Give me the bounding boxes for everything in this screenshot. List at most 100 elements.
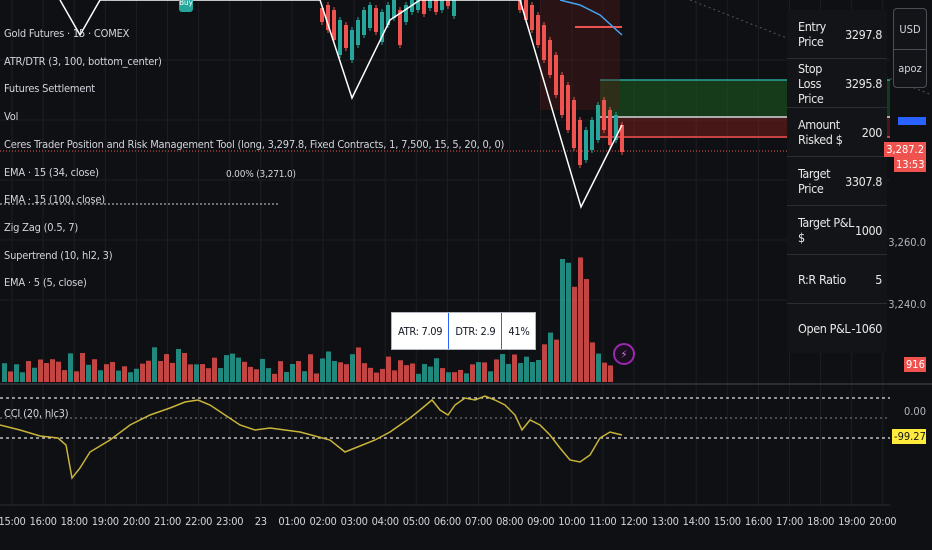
volume-bar <box>356 347 361 382</box>
position-row: Amount Risked $ 200 <box>787 108 887 157</box>
time-label: 17:00 <box>775 515 804 528</box>
ema-line <box>559 0 623 36</box>
candle-body <box>404 5 408 22</box>
legend-ema-34[interactable]: EMA · 15 (34, close) <box>4 166 99 179</box>
volume-bar <box>398 360 403 382</box>
time-label: 19:00 <box>91 515 119 528</box>
legend-futures-settlement[interactable]: Futures Settlement <box>4 82 95 95</box>
volume-bar <box>482 362 487 382</box>
legend-ema-5[interactable]: EMA · 5 (5, close) <box>4 276 87 289</box>
position-row-label: Target Price <box>798 166 831 196</box>
volume-bar <box>128 372 133 382</box>
time-label: 15:00 <box>0 515 26 528</box>
time-label: 23:00 <box>216 515 244 528</box>
time-label: 13:00 <box>651 515 679 528</box>
volume-bar <box>80 352 85 382</box>
volume-bar <box>158 361 163 382</box>
volume-bar <box>314 373 319 382</box>
volume-bar <box>74 371 79 382</box>
unit-label[interactable]: apoz <box>898 62 922 75</box>
volume-bar <box>32 367 37 382</box>
legend-ceres-tool[interactable]: Ceres Trader Position and Risk Managemen… <box>4 138 505 151</box>
candle-body <box>350 30 354 60</box>
legend-supertrend[interactable]: Supertrend (10, hl2, 3) <box>4 249 113 262</box>
position-row-label: Amount Risked $ <box>798 117 843 147</box>
volume-bar <box>308 354 313 382</box>
legend-zigzag[interactable]: Zig Zag (0.5, 7) <box>4 221 79 234</box>
volume-bar <box>494 359 499 382</box>
candle-body <box>398 10 402 45</box>
candle-body <box>566 85 570 130</box>
time-label: 20:00 <box>869 515 897 528</box>
volume-bar <box>488 371 493 382</box>
candle-body <box>524 0 528 20</box>
time-label: 04:00 <box>371 515 399 528</box>
position-zones <box>540 0 890 138</box>
legend-vol[interactable]: Vol <box>4 110 19 123</box>
volume-bar <box>218 368 223 382</box>
volume-bar <box>290 363 295 382</box>
volume-bar <box>140 363 145 382</box>
time-label: 12:00 <box>620 515 648 528</box>
entry-price-marker <box>898 117 926 125</box>
position-row-label: R:R Ratio <box>798 271 846 287</box>
position-risk-table: Entry Price 3297.8 Stop Loss Price 3295.8 Am… <box>787 10 887 353</box>
volume-bar <box>524 356 529 382</box>
volume-bars <box>2 257 613 382</box>
countdown-tag: 13:53 <box>894 157 926 172</box>
lightning-icon[interactable]: ⚡ <box>613 343 635 365</box>
volume-bar <box>428 366 433 382</box>
volume-bar <box>320 358 325 382</box>
volume-bar <box>110 361 115 382</box>
volume-bar <box>386 356 391 382</box>
legend-symbol[interactable]: Gold Futures · 15 · COMEX <box>4 27 130 40</box>
position-row-value: -1060 <box>851 321 882 336</box>
candle-body <box>380 12 384 42</box>
volume-bar <box>122 366 127 382</box>
volume-bar <box>8 371 13 382</box>
volume-bar <box>296 361 301 382</box>
candle-body <box>362 10 366 35</box>
candle-body <box>542 25 546 60</box>
time-label: 05:00 <box>402 515 430 528</box>
volume-bar <box>548 332 553 382</box>
volume-bar <box>242 361 247 382</box>
candle-body <box>620 125 624 152</box>
buy-signal-badge: Buy <box>179 0 193 12</box>
position-row-label: Entry Price <box>798 19 826 49</box>
volume-bar <box>374 372 379 382</box>
volume-bar <box>530 362 535 382</box>
volume-bar <box>188 364 193 382</box>
time-label: 09:00 <box>527 515 555 528</box>
volume-bar <box>146 360 151 382</box>
volume-bar <box>14 364 19 382</box>
volume-bar <box>434 358 439 382</box>
currency-label[interactable]: USD <box>894 9 926 50</box>
volume-bar <box>38 359 43 382</box>
volume-bar <box>326 351 331 382</box>
cci-line <box>0 395 623 480</box>
candle-body <box>428 0 432 8</box>
candle-body <box>608 110 612 145</box>
position-row: Open P&L -1060 <box>787 304 887 353</box>
volume-bar <box>116 370 121 382</box>
volume-bar <box>560 259 565 382</box>
legend-atr-dtr[interactable]: ATR/DTR (3, 100, bottom_center) <box>4 55 162 68</box>
volume-bar <box>422 364 427 382</box>
candle-body <box>422 0 426 14</box>
volume-bar <box>536 360 541 382</box>
overlay-lines <box>59 0 623 210</box>
candle-body <box>602 100 606 130</box>
legend-ema-100[interactable]: EMA · 15 (100, close) <box>4 193 105 206</box>
candle-body <box>584 130 588 160</box>
zigzag-line <box>59 0 623 210</box>
candle-body <box>614 115 618 140</box>
currency-selector[interactable]: USD apoz <box>893 8 927 88</box>
legend-cci[interactable]: CCI (20, hlc3) <box>4 407 69 420</box>
volume-bar <box>200 364 205 382</box>
cci-zero-label: 0.00 <box>903 405 926 418</box>
position-row-value: 3297.8 <box>845 26 882 42</box>
volume-bar <box>230 353 235 382</box>
time-label: 22:00 <box>185 515 213 528</box>
